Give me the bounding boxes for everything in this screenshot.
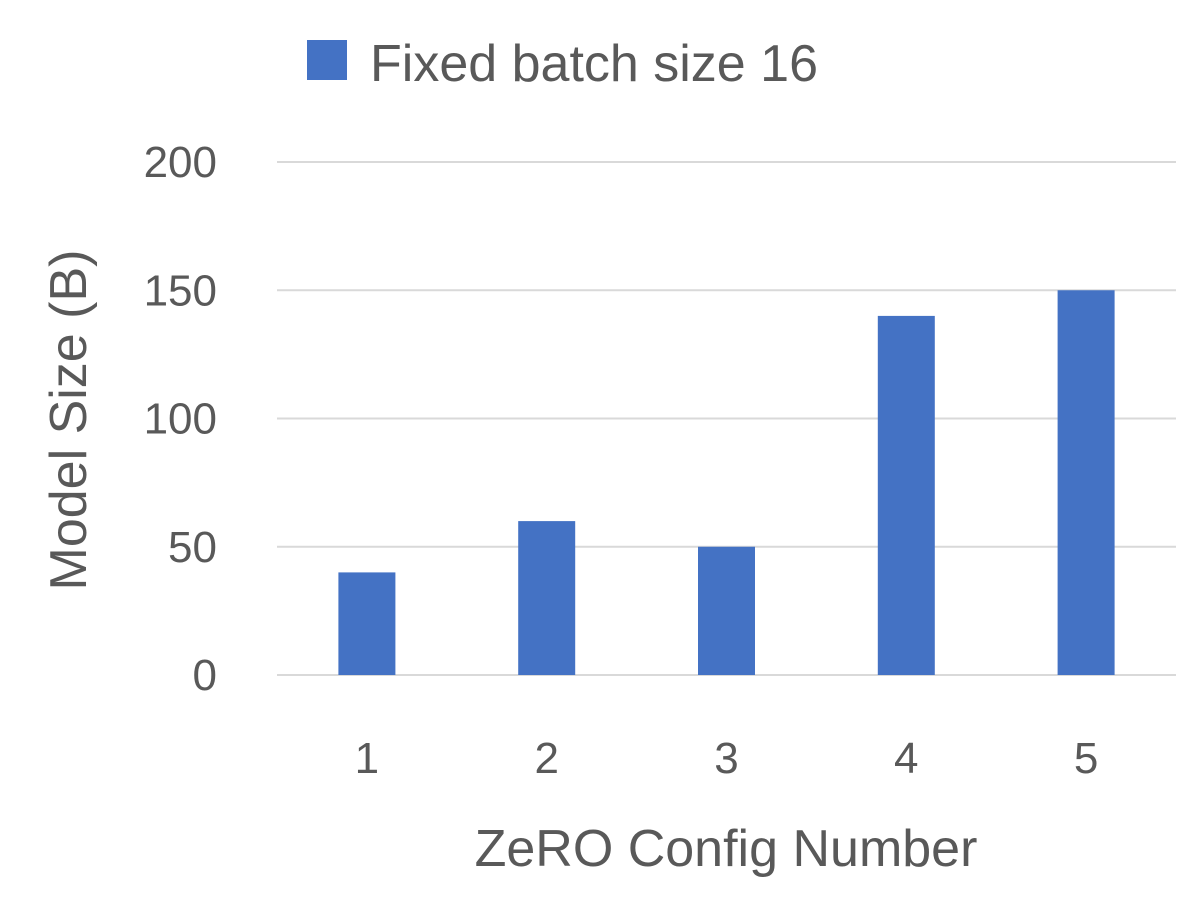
bar-5 <box>1057 290 1115 675</box>
y-tick-label: 200 <box>144 138 217 187</box>
x-tick-label: 3 <box>714 734 738 783</box>
y-tick-label: 50 <box>168 523 217 572</box>
gridlines <box>277 161 1176 676</box>
x-tick-label: 5 <box>1074 734 1098 783</box>
y-tick-label: 150 <box>144 266 217 315</box>
x-tick-label: 1 <box>355 734 379 783</box>
y-tick-label: 100 <box>144 395 217 444</box>
x-axis-title: ZeRO Config Number <box>475 820 978 878</box>
x-tick-label: 4 <box>894 734 918 783</box>
bars <box>338 290 1115 675</box>
y-tick-labels: 0 50 100 150 200 <box>144 138 217 700</box>
x-tick-label: 2 <box>534 734 558 783</box>
legend-swatch <box>307 40 347 80</box>
bar-4 <box>877 315 935 675</box>
bar-2 <box>518 521 576 675</box>
bar-3 <box>698 546 755 675</box>
y-tick-label: 0 <box>193 651 217 700</box>
legend-label: Fixed batch size 16 <box>370 35 818 93</box>
legend: Fixed batch size 16 <box>307 35 818 93</box>
y-axis-title: Model Size (B) <box>40 250 98 591</box>
x-tick-labels: 1 2 3 4 5 <box>355 734 1099 783</box>
bar-1 <box>338 572 396 675</box>
